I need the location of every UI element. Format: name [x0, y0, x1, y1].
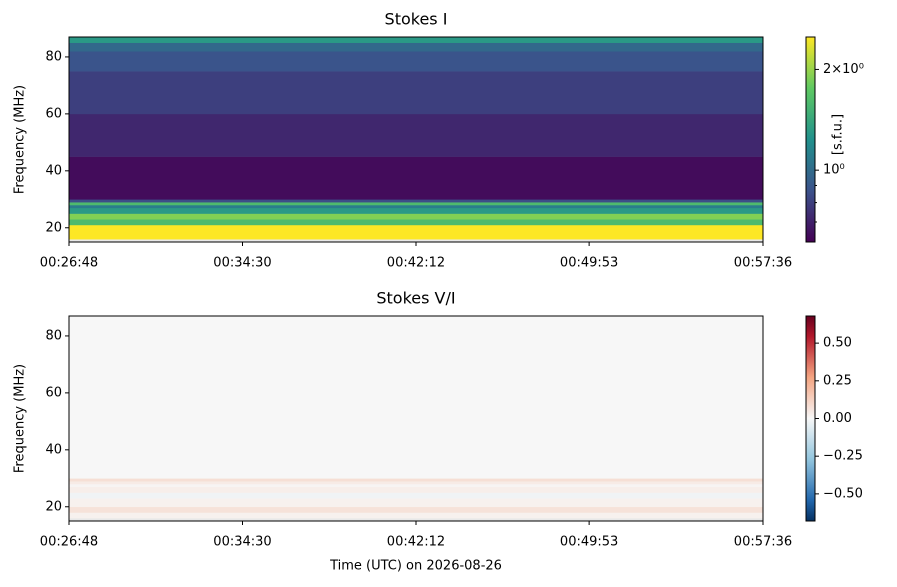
heat-band [69, 219, 763, 226]
x-tick-label: 00:49:53 [560, 256, 618, 271]
colorbar [805, 315, 816, 522]
x-tick-label: 00:34:30 [213, 256, 271, 271]
heat-band [69, 506, 763, 513]
y-tick-label: 60 [45, 106, 62, 121]
y-tick-label: 80 [45, 49, 62, 64]
chart-title: Stokes V/I [376, 289, 455, 308]
heat-band [69, 486, 763, 493]
heat-band [69, 207, 763, 214]
y-tick-label: 60 [45, 385, 62, 400]
colorbar [805, 36, 816, 243]
heat-band [69, 492, 763, 499]
heat-band [69, 224, 763, 240]
x-tick-label: 00:42:12 [387, 256, 445, 271]
y-axis-label: Frequency (MHz) [13, 364, 28, 473]
x-tick-label: 00:57:36 [734, 535, 792, 550]
heat-band [69, 316, 763, 479]
colorbar-tick-label: 0.00 [823, 411, 852, 426]
heat-band [69, 71, 763, 115]
x-tick-label: 00:34:30 [213, 535, 271, 550]
colorbar-tick-label: 10⁰ [823, 163, 845, 178]
x-tick-label: 00:26:48 [40, 256, 98, 271]
chart-title: Stokes I [385, 10, 448, 29]
y-tick-label: 40 [45, 442, 62, 457]
heat-band [69, 498, 763, 508]
x-tick-label: 00:42:12 [387, 535, 445, 550]
colorbar-label: [s.f.u.] [831, 114, 846, 155]
heat-band [69, 512, 763, 519]
colorbar-tick-label: 2×10⁰ [823, 62, 864, 77]
heat-band [69, 42, 763, 52]
heat-band [69, 213, 763, 220]
y-tick-label: 20 [45, 499, 62, 514]
y-tick-label: 20 [45, 220, 62, 235]
heat-band [69, 156, 763, 200]
heat-band [69, 37, 763, 43]
heat-band [69, 478, 763, 482]
x-tick-label: 00:26:48 [40, 535, 98, 550]
y-tick-label: 40 [45, 163, 62, 178]
heat-band [69, 113, 763, 157]
x-tick-label: 00:49:53 [560, 535, 618, 550]
y-tick-label: 80 [45, 328, 62, 343]
heat-band [69, 481, 763, 485]
x-tick-label: 00:57:36 [734, 256, 792, 271]
heat-band [69, 483, 763, 488]
x-axis-label: Time (UTC) on 2026-08-26 [329, 559, 502, 574]
colorbar-tick-label: 0.50 [823, 336, 852, 351]
heat-band [69, 51, 763, 72]
heat-band [69, 199, 763, 203]
y-axis-label: Frequency (MHz) [13, 85, 28, 194]
colorbar-tick-label: −0.50 [823, 486, 863, 501]
heat-band [69, 204, 763, 209]
heat-band [69, 202, 763, 206]
colorbar-tick-label: −0.25 [823, 449, 863, 464]
colorbar-tick-label: 0.25 [823, 373, 852, 388]
